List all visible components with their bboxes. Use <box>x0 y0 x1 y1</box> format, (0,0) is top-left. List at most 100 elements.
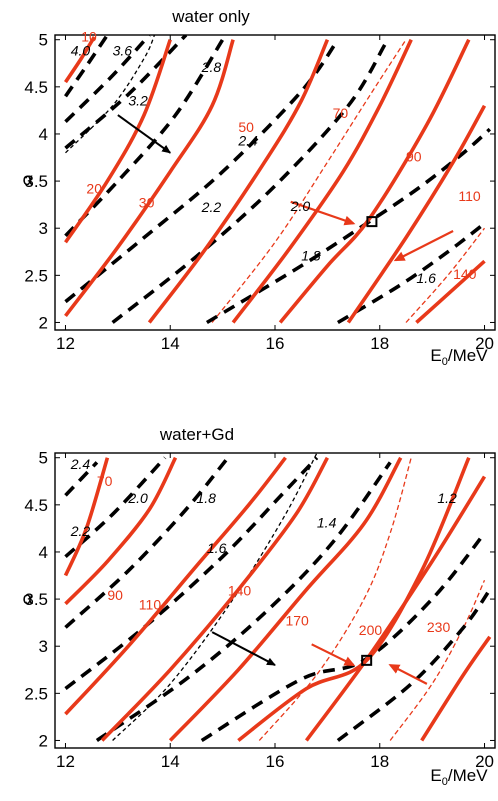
black-contour-label: 1.8 <box>196 490 216 506</box>
red-contour-label: 20 <box>86 180 102 196</box>
red-contour-label: 110 <box>458 188 481 204</box>
red-arrow <box>290 200 356 226</box>
x-tick-label: 20 <box>475 334 494 353</box>
y-tick-label: 3.5 <box>24 172 48 191</box>
x-tick-label: 14 <box>161 334 180 353</box>
y-tick-label: 3 <box>39 219 48 238</box>
black-contour-label: 1.6 <box>416 270 436 286</box>
black-dashed-contour <box>64 35 188 150</box>
red-solid-contour <box>64 35 96 84</box>
red-solid-contour <box>64 39 235 317</box>
black-dashed-contour <box>64 456 230 629</box>
black-thin-dashed-line <box>65 35 156 154</box>
y-tick-label: 5 <box>39 31 48 50</box>
panel-title: water+Gd <box>159 425 234 444</box>
black-contour-label: 1.2 <box>437 490 457 506</box>
panel-water-only: water only α E0/MeV 4.0 3.63.22.82.42.2 2.… <box>22 7 496 368</box>
x-tick-label: 18 <box>370 752 389 771</box>
x-tick-label: 20 <box>475 752 494 771</box>
y-axis-label: α <box>22 170 33 190</box>
red-solid-contour <box>64 456 178 606</box>
best-fit-marker <box>361 654 373 666</box>
x-tick-label: 12 <box>56 334 75 353</box>
x-tick-label: 16 <box>266 334 285 353</box>
red-solid-contour <box>346 104 487 324</box>
black-arrow <box>211 631 276 666</box>
red-solid-contour <box>147 38 330 324</box>
black-dashed-contour <box>64 456 319 691</box>
y-tick-label: 3.5 <box>24 590 48 609</box>
red-contour-label: 230 <box>427 619 451 635</box>
black-contour-label: 1.8 <box>301 247 321 263</box>
red-thin-dashed-line <box>258 457 412 741</box>
red-contour-label: 90 <box>107 587 123 603</box>
black-contour-label: 1.6 <box>207 540 227 556</box>
red-contour-label: 50 <box>238 119 254 135</box>
panel-water-gd: water+Gd α E0/MeV 2.42.22.0 1.81.61.41.27… <box>22 425 496 788</box>
black-dashed-contour <box>336 222 486 325</box>
black-contour-label: 3.2 <box>128 93 148 109</box>
y-tick-label: 4.5 <box>24 78 48 97</box>
red-solid-contour <box>415 259 486 324</box>
black-contour-label: 2.4 <box>70 456 91 472</box>
red-contour-label: 70 <box>97 473 113 489</box>
x-tick-label: 14 <box>161 752 180 771</box>
red-arrow <box>311 643 356 667</box>
black-contour-label: 2.4 <box>237 132 258 148</box>
y-tick-label: 2 <box>39 313 48 332</box>
red-solid-contour <box>420 635 492 742</box>
black-dashed-contour <box>64 461 99 497</box>
red-solid-contour <box>100 456 329 742</box>
black-contour-label: 1.4 <box>317 514 337 530</box>
y-tick-label: 4.5 <box>24 496 48 515</box>
black-contour-label: 2.0 <box>290 198 311 214</box>
black-dashed-contour <box>64 38 225 238</box>
y-axis-label: α <box>22 589 33 609</box>
red-contour-label: 90 <box>406 148 422 164</box>
red-contour-label: 200 <box>359 622 383 638</box>
black-dashed-contour <box>205 127 492 325</box>
y-tick-label: 2 <box>39 731 48 750</box>
black-dashed-contour <box>64 456 167 559</box>
black-contour-label: 2.2 <box>70 523 91 539</box>
red-contour-label: 140 <box>453 266 477 282</box>
x-tick-label: 16 <box>266 752 285 771</box>
black-dashed-contour <box>64 35 151 123</box>
contour-lines <box>64 35 492 325</box>
black-contour-label: 2.2 <box>201 199 222 215</box>
red-solid-contour <box>231 38 413 324</box>
y-tick-label: 2.5 <box>24 266 48 285</box>
red-contour-label: 70 <box>333 105 349 121</box>
y-tick-label: 5 <box>39 449 48 468</box>
red-contour-label: 10 <box>81 29 97 45</box>
red-solid-contour <box>63 457 110 577</box>
black-dashed-contour <box>111 43 387 324</box>
black-dashed-contour <box>95 461 392 742</box>
red-arrow <box>388 664 428 685</box>
red-solid-contour <box>304 475 487 742</box>
red-solid-contour <box>64 456 287 716</box>
black-contour-label: 2.0 <box>127 490 148 506</box>
red-arrow <box>393 230 454 262</box>
best-fit-marker <box>366 216 378 228</box>
red-contour-label: 30 <box>139 194 155 210</box>
black-dashed-contour <box>336 588 492 742</box>
panel-title: water only <box>171 7 250 26</box>
black-dashed-contour <box>64 35 109 98</box>
red-solid-contour <box>237 457 471 742</box>
black-contour-label: 4.0 <box>71 43 91 59</box>
red-solid-contour <box>64 39 172 244</box>
red-solid-contour <box>278 38 471 324</box>
red-thin-dashed-line <box>389 579 486 741</box>
red-contour-label: 140 <box>228 582 252 598</box>
y-tick-label: 2.5 <box>24 684 48 703</box>
red-contour-label: 110 <box>139 596 162 612</box>
black-contour-label: 2.8 <box>201 59 222 75</box>
y-tick-label: 4 <box>39 125 48 144</box>
red-thin-dashed-line <box>211 39 407 323</box>
black-contour-label: 3.6 <box>113 43 133 59</box>
y-tick-label: 4 <box>39 543 48 562</box>
x-tick-label: 12 <box>56 752 75 771</box>
black-arrow <box>117 114 172 154</box>
